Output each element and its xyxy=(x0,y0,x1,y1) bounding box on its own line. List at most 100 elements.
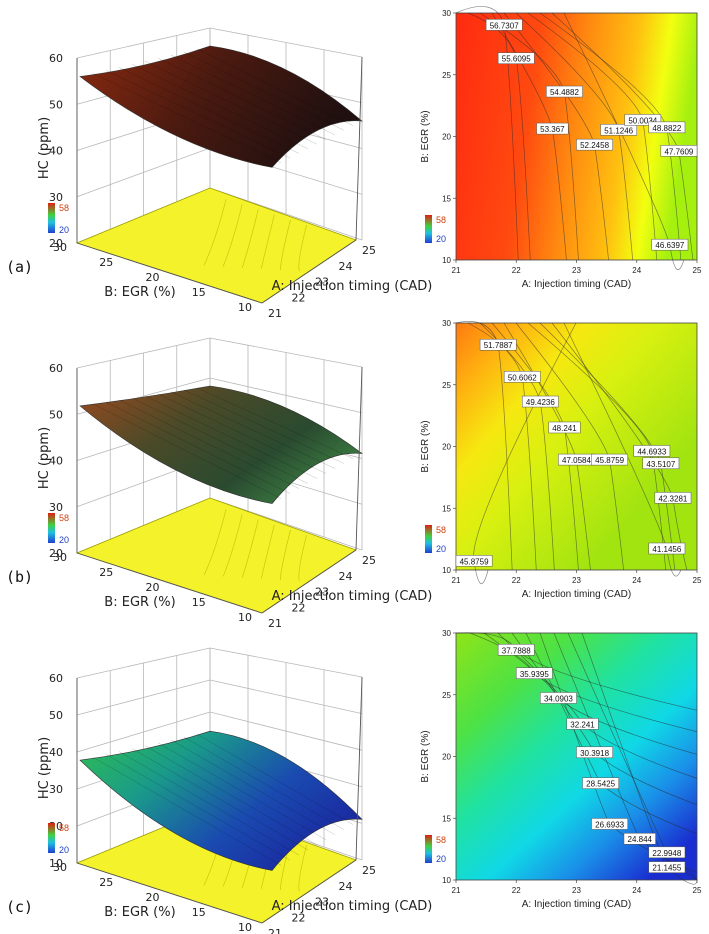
surface-mesh-line xyxy=(183,389,345,464)
contour-line xyxy=(563,322,682,577)
contour-label: 45.8759 xyxy=(455,555,493,567)
z-tick-label: 50 xyxy=(49,408,63,421)
contour-label-box xyxy=(624,114,662,126)
color-legend: 58 20 xyxy=(48,513,69,545)
y-tick-label: 10 xyxy=(442,256,451,265)
x-tick-label: 25 xyxy=(362,244,376,257)
contour-label: 30.3918 xyxy=(576,746,613,759)
contour-label-box xyxy=(648,861,686,873)
y-tick-label: 10 xyxy=(238,301,252,314)
surface-mesh-line xyxy=(105,70,291,159)
contour-label-text: 51.1246 xyxy=(604,126,633,135)
x-tick-label: 24 xyxy=(339,570,353,583)
x-axis-label: A: Injection timing (CAD) xyxy=(272,899,433,914)
z-tick-label: 30 xyxy=(49,783,63,796)
y-tick-label: 30 xyxy=(53,861,67,874)
legend-color-bar xyxy=(48,823,55,853)
surface-mesh-line xyxy=(118,67,300,154)
contour-label-text: 50.0034 xyxy=(628,116,657,125)
x-tick-label: 22 xyxy=(292,291,306,304)
floor-contour-line xyxy=(241,209,259,268)
y-tick-label: 25 xyxy=(442,71,451,80)
surface-mesh-line xyxy=(105,754,291,861)
floor-contours xyxy=(203,509,307,582)
floor-contour-line xyxy=(222,514,243,577)
x-tick-label: 23 xyxy=(315,896,329,909)
color-legend: 58 20 xyxy=(48,203,69,235)
contour-label-box xyxy=(522,395,559,408)
y-tick-label: 30 xyxy=(53,551,67,564)
surface-mesh-line xyxy=(118,751,300,856)
contour-label-text: 56.7307 xyxy=(490,21,519,30)
color-legend: 58 20 xyxy=(425,525,446,554)
contour-label-box xyxy=(600,124,638,136)
y-tick-label: 15 xyxy=(192,286,206,299)
contour-label-box xyxy=(485,19,523,31)
surface-mesh-line xyxy=(131,397,309,484)
x-tick-label: 23 xyxy=(572,576,581,585)
x-tick-label: 22 xyxy=(512,576,521,585)
contour-line xyxy=(473,322,577,584)
grid-line xyxy=(76,27,363,59)
contour-label-box xyxy=(503,371,541,383)
floor-contour-line xyxy=(298,535,307,582)
z-tick-label: 30 xyxy=(49,501,63,514)
3d-surface-plot: 10 20 30 40 50 60 HC (ppm) 10 15 20 25 30 B: EGR (%)… xyxy=(37,647,433,934)
z-tick-label: 40 xyxy=(49,145,63,158)
contour-label: 34.0903 xyxy=(540,692,577,704)
z-tick-label: 50 xyxy=(49,709,63,722)
x-tick-label: 22 xyxy=(292,601,306,614)
grid-line xyxy=(76,711,363,753)
y-tick-label: 25 xyxy=(442,691,451,700)
panel-label: (a) xyxy=(6,258,33,276)
contour-label-box xyxy=(633,445,671,457)
y-tick-label: 10 xyxy=(238,611,252,624)
contour-label-box xyxy=(591,453,628,466)
x-tick-label: 22 xyxy=(292,911,306,924)
contour-label: 51.1246 xyxy=(600,124,638,136)
y-tick-label: 15 xyxy=(442,504,451,513)
x-tick-label: 24 xyxy=(339,880,353,893)
surface-mesh-line xyxy=(144,745,318,846)
z-tick-label: 40 xyxy=(49,455,63,468)
contour-label: 32.241 xyxy=(566,718,599,730)
response-surface xyxy=(79,45,363,168)
contour-line xyxy=(563,12,685,271)
legend-high-label: 58 xyxy=(59,513,69,523)
contour-label: 22.9948 xyxy=(648,846,686,859)
contour-label-text: 37.7888 xyxy=(502,646,531,655)
contour-label-box xyxy=(648,121,686,134)
box-edges xyxy=(76,676,363,924)
box-edge xyxy=(261,549,357,614)
contour-label-text: 21.1455 xyxy=(652,864,681,873)
color-legend: 58 20 xyxy=(425,215,446,244)
floor-contour-line xyxy=(298,225,307,272)
contour-label-text: 28.5425 xyxy=(586,780,615,789)
x-tick-label: 25 xyxy=(693,266,702,275)
legend-low-label: 20 xyxy=(59,225,69,235)
x-axis-label: A: Injection timing (CAD) xyxy=(522,899,631,910)
contour-label: 42.3281 xyxy=(654,492,692,504)
contour-label-text: 26.6933 xyxy=(595,820,624,829)
contour-label-box xyxy=(536,122,569,135)
surface-mesh-line xyxy=(170,739,336,835)
grid-line xyxy=(76,679,363,716)
legend-color-bar xyxy=(425,835,432,863)
grid-line xyxy=(76,337,363,369)
floor-contour-line xyxy=(222,204,243,267)
legend-low-label: 20 xyxy=(59,845,69,855)
surface-mesh-line xyxy=(157,57,327,140)
x-tick-label: 24 xyxy=(632,576,641,585)
contour-label-text: 46.6397 xyxy=(655,241,684,250)
x-axis-label: A: Injection timing (CAD) xyxy=(272,589,433,604)
contour-label-text: 35.9395 xyxy=(520,670,549,679)
y-tick-label: 15 xyxy=(442,814,451,823)
contour-label: 52.2458 xyxy=(576,138,613,151)
contour-label: 55.6095 xyxy=(497,52,535,64)
contour-label-box xyxy=(497,644,535,656)
legend-color-bar xyxy=(48,203,55,233)
z-axis-label: HC (ppm) xyxy=(37,737,52,799)
surface-mesh-line xyxy=(131,64,309,150)
contour-label-text: 41.1456 xyxy=(652,545,681,554)
surface-mesh-line xyxy=(196,387,354,459)
